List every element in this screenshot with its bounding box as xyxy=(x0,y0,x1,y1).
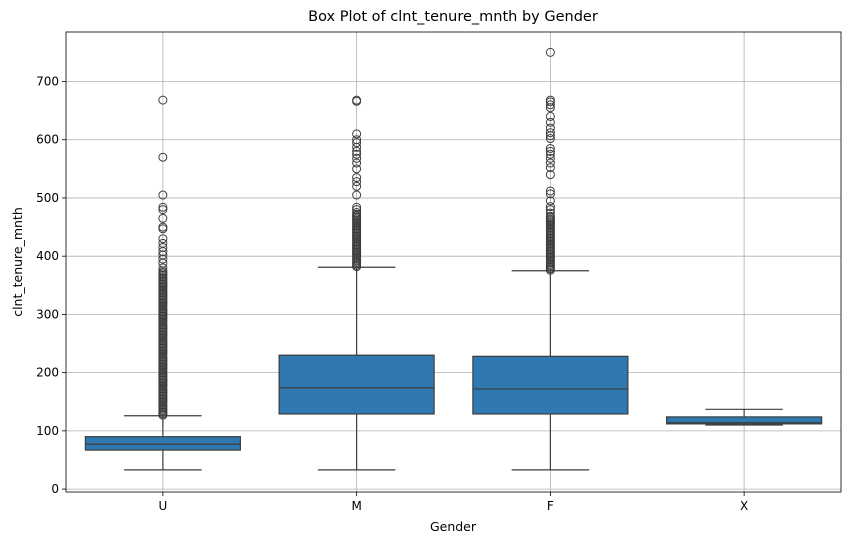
outlier-point xyxy=(352,135,362,145)
outlier-point xyxy=(158,263,168,273)
boxes xyxy=(84,47,823,471)
outlier-point xyxy=(352,146,362,156)
box-group-x xyxy=(666,408,823,426)
outlier-point xyxy=(545,208,555,218)
y-tick-label: 400 xyxy=(36,249,59,263)
outlier-point xyxy=(158,238,168,248)
outlier-point xyxy=(158,152,168,162)
axis-ticks: 0 100 200 300 400 500 600 700 U M F X xyxy=(36,74,748,513)
outlier-point xyxy=(545,149,555,159)
chart-title: Box Plot of clnt_tenure_mnth by Gender xyxy=(308,9,598,25)
x-axis-label: Gender xyxy=(430,519,477,534)
outlier-point xyxy=(545,196,555,206)
box-group-m xyxy=(278,95,435,471)
y-tick-label: 500 xyxy=(36,191,59,205)
x-tick-label-x: X xyxy=(740,499,748,513)
outlier-point xyxy=(545,143,555,153)
outlier-point xyxy=(352,129,362,139)
y-tick-label: 200 xyxy=(36,366,59,380)
outlier-point xyxy=(352,138,362,148)
outlier-point xyxy=(158,213,168,223)
outlier-point xyxy=(545,163,555,173)
x-tick-label-u: U xyxy=(158,499,167,513)
outlier-point xyxy=(545,134,555,144)
iqr-box xyxy=(278,354,435,415)
outlier-point xyxy=(158,202,168,212)
outlier-point xyxy=(352,181,362,191)
outlier-point xyxy=(352,202,362,212)
box-group-u xyxy=(84,95,241,471)
iqr-box xyxy=(472,355,629,415)
outlier-point xyxy=(352,208,362,218)
outlier-point xyxy=(158,95,168,105)
x-tick-label-f: F xyxy=(547,499,554,513)
outlier-point xyxy=(158,222,168,232)
outlier-point xyxy=(158,234,168,244)
outlier-point xyxy=(545,186,555,196)
y-tick-label: 100 xyxy=(36,424,59,438)
outlier-point xyxy=(545,189,555,199)
y-axis-label: clnt_tenure_mnth xyxy=(10,207,25,317)
outlier-point xyxy=(545,100,555,110)
outlier-point xyxy=(352,153,362,163)
y-tick-label: 600 xyxy=(36,133,59,147)
outlier-point xyxy=(545,123,555,133)
outlier-point xyxy=(545,211,555,221)
outlier-point xyxy=(352,173,362,183)
outlier-point xyxy=(545,170,555,180)
outlier-point xyxy=(545,95,555,105)
outlier-point xyxy=(545,205,555,215)
outlier-point xyxy=(158,242,168,252)
outlier-point xyxy=(545,111,555,121)
outlier-point xyxy=(158,190,168,200)
outlier-point xyxy=(158,205,168,215)
outlier-point xyxy=(352,149,362,159)
outlier-point xyxy=(545,47,555,57)
box-group-f xyxy=(472,47,629,471)
outlier-point xyxy=(352,177,362,187)
outlier-point xyxy=(545,146,555,156)
x-tick-label-m: M xyxy=(351,499,361,513)
iqr-box xyxy=(84,436,241,451)
outlier-point xyxy=(545,158,555,168)
outlier-point xyxy=(352,164,362,174)
outlier-point xyxy=(352,190,362,200)
y-tick-label: 700 xyxy=(36,74,59,88)
outlier-point xyxy=(545,128,555,138)
outlier-point xyxy=(545,117,555,127)
iqr-box xyxy=(666,416,823,425)
outlier-point xyxy=(352,158,362,168)
outlier-point xyxy=(545,153,555,163)
y-tick-label: 300 xyxy=(36,307,59,321)
outlier-point xyxy=(545,202,555,212)
outlier-point xyxy=(352,95,362,105)
y-tick-label: 0 xyxy=(51,482,59,496)
outlier-point xyxy=(352,205,362,215)
plot-frame xyxy=(65,31,842,493)
